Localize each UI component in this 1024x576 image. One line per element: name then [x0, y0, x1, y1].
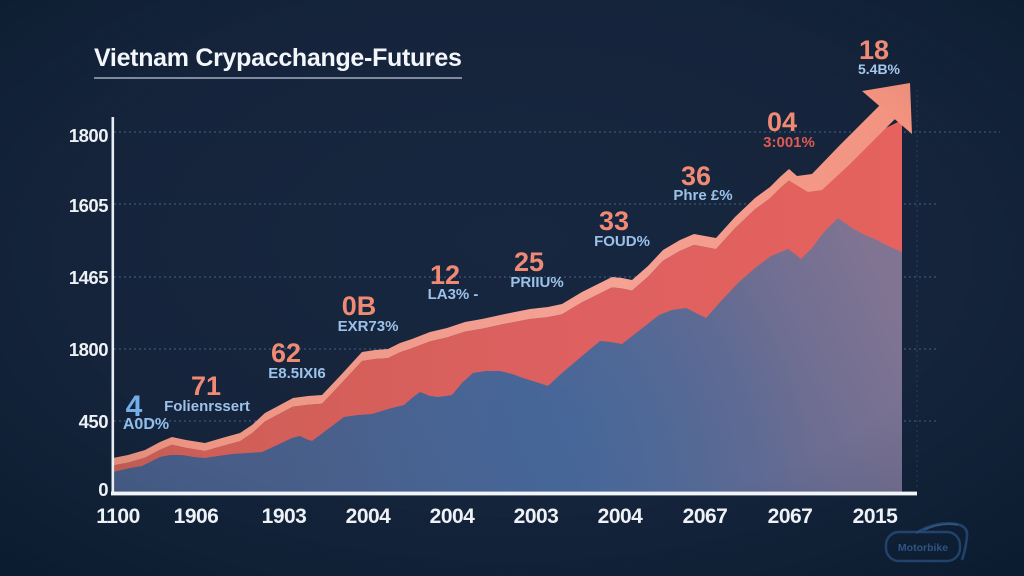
svg-text:Folienrssert: Folienrssert — [164, 398, 250, 415]
svg-text:1100: 1100 — [96, 505, 140, 528]
svg-text:450: 450 — [79, 411, 109, 432]
svg-text:2015: 2015 — [853, 505, 899, 528]
svg-text:1800: 1800 — [69, 339, 108, 360]
svg-text:E8.5IXI6: E8.5IXI6 — [268, 365, 326, 382]
svg-text:2067: 2067 — [768, 505, 813, 528]
svg-text:5.4B%: 5.4B% — [858, 61, 901, 77]
svg-text:2003: 2003 — [514, 505, 559, 528]
svg-text:62: 62 — [271, 338, 301, 368]
svg-text:Motorbike: Motorbike — [898, 542, 948, 554]
svg-text:1906: 1906 — [174, 505, 219, 528]
svg-text:12: 12 — [430, 260, 460, 290]
svg-text:4: 4 — [126, 390, 143, 423]
svg-text:0: 0 — [98, 479, 108, 500]
svg-text:1800: 1800 — [69, 125, 108, 146]
svg-text:1605: 1605 — [69, 195, 108, 216]
svg-text:LA3% -: LA3% - — [428, 286, 479, 303]
svg-text:04: 04 — [767, 107, 797, 137]
svg-text:3:001%: 3:001% — [763, 134, 815, 151]
svg-text:PRIIU%: PRIIU% — [510, 274, 563, 291]
svg-text:0B: 0B — [342, 291, 377, 321]
svg-text:2004: 2004 — [346, 505, 392, 528]
svg-text:2004: 2004 — [430, 505, 476, 528]
svg-text:71: 71 — [191, 371, 221, 401]
svg-text:36: 36 — [681, 161, 711, 191]
svg-text:EXR73%: EXR73% — [338, 318, 399, 335]
svg-text:FOUD%: FOUD% — [594, 233, 650, 250]
svg-text:1903: 1903 — [262, 505, 307, 528]
svg-text:2004: 2004 — [598, 505, 644, 528]
svg-text:A0D%: A0D% — [123, 416, 169, 433]
svg-text:33: 33 — [599, 206, 629, 236]
svg-text:18: 18 — [859, 35, 889, 65]
svg-text:Phre £%: Phre £% — [673, 187, 732, 204]
svg-text:2067: 2067 — [683, 505, 728, 528]
svg-text:Vietnam Crypacchange-Futures: Vietnam Crypacchange-Futures — [94, 44, 462, 72]
svg-text:1465: 1465 — [69, 267, 108, 288]
svg-text:25: 25 — [514, 247, 544, 277]
